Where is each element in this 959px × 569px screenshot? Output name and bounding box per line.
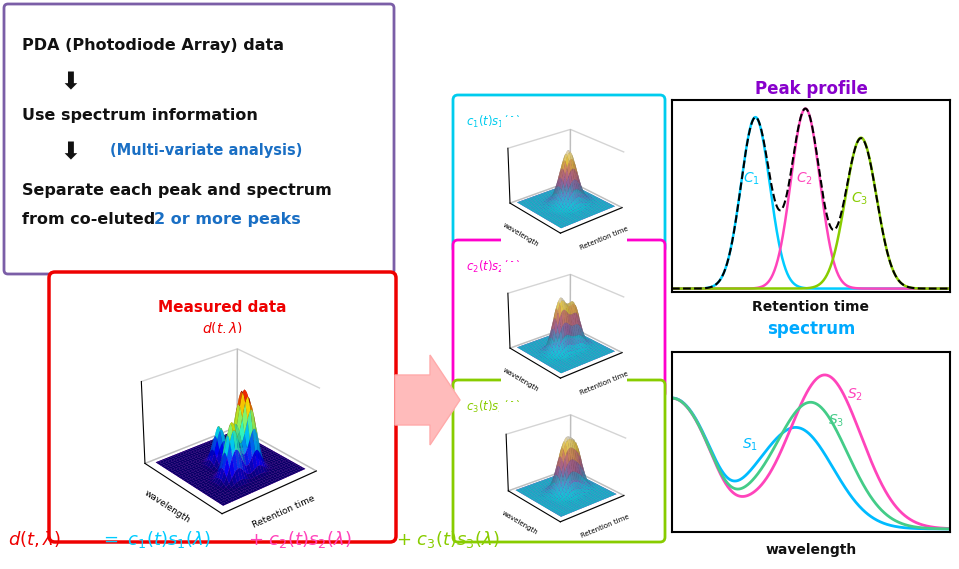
Text: wavelength: wavelength [765, 543, 856, 557]
Text: Retention time: Retention time [753, 300, 870, 314]
Text: PDA (Photodiode Array) data: PDA (Photodiode Array) data [22, 38, 284, 53]
Text: $d(t,\lambda)$: $d(t,\lambda)$ [202, 320, 243, 337]
Text: $+ \ c_2(t)s_2(\lambda)$: $+ \ c_2(t)s_2(\lambda)$ [248, 529, 351, 550]
Text: Use spectrum information: Use spectrum information [22, 108, 258, 123]
Text: $C_2$: $C_2$ [796, 170, 812, 187]
Text: Peak profile: Peak profile [755, 80, 868, 98]
FancyBboxPatch shape [49, 272, 396, 542]
Text: Measured data: Measured data [158, 300, 287, 315]
Y-axis label: wavelength: wavelength [501, 510, 539, 535]
X-axis label: Retention time: Retention time [579, 225, 629, 251]
Text: from co-eluted: from co-eluted [22, 212, 161, 227]
Text: $S_2$: $S_2$ [847, 386, 863, 402]
Text: $c_2(t)s_2(\lambda)$: $c_2(t)s_2(\lambda)$ [466, 259, 521, 275]
Text: $+ \ c_3(t)s_3(\lambda)$: $+ \ c_3(t)s_3(\lambda)$ [396, 529, 500, 550]
Polygon shape [395, 355, 460, 445]
Text: 2 or more peaks: 2 or more peaks [154, 212, 301, 227]
Y-axis label: wavelength: wavelength [142, 488, 192, 525]
Text: $S_3$: $S_3$ [828, 413, 844, 428]
Text: $d(t,\lambda)$: $d(t,\lambda)$ [8, 529, 60, 549]
FancyBboxPatch shape [453, 380, 665, 542]
Text: $S_1$: $S_1$ [741, 437, 758, 453]
X-axis label: Retention time: Retention time [580, 514, 630, 539]
X-axis label: Retention time: Retention time [579, 370, 629, 396]
FancyBboxPatch shape [4, 4, 394, 274]
Text: (Multi-variate analysis): (Multi-variate analysis) [110, 143, 302, 158]
Text: ⬇: ⬇ [60, 70, 80, 94]
Text: $c_1(t)s_1(\lambda)$: $c_1(t)s_1(\lambda)$ [466, 114, 521, 130]
Text: Separate each peak and spectrum: Separate each peak and spectrum [22, 183, 332, 198]
FancyBboxPatch shape [453, 95, 665, 253]
Text: ⬇: ⬇ [60, 140, 80, 164]
Text: $C_3$: $C_3$ [852, 191, 868, 207]
Text: $C_1$: $C_1$ [743, 170, 760, 187]
Text: spectrum: spectrum [767, 320, 855, 338]
FancyBboxPatch shape [453, 240, 665, 398]
Y-axis label: wavelength: wavelength [502, 366, 540, 393]
Text: $= \ c_1(t)s_1(\lambda)$: $= \ c_1(t)s_1(\lambda)$ [100, 529, 210, 550]
Text: $c_3(t)s_3(\lambda)$: $c_3(t)s_3(\lambda)$ [466, 399, 521, 415]
Y-axis label: wavelength: wavelength [502, 221, 540, 248]
X-axis label: Retention time: Retention time [251, 494, 316, 530]
